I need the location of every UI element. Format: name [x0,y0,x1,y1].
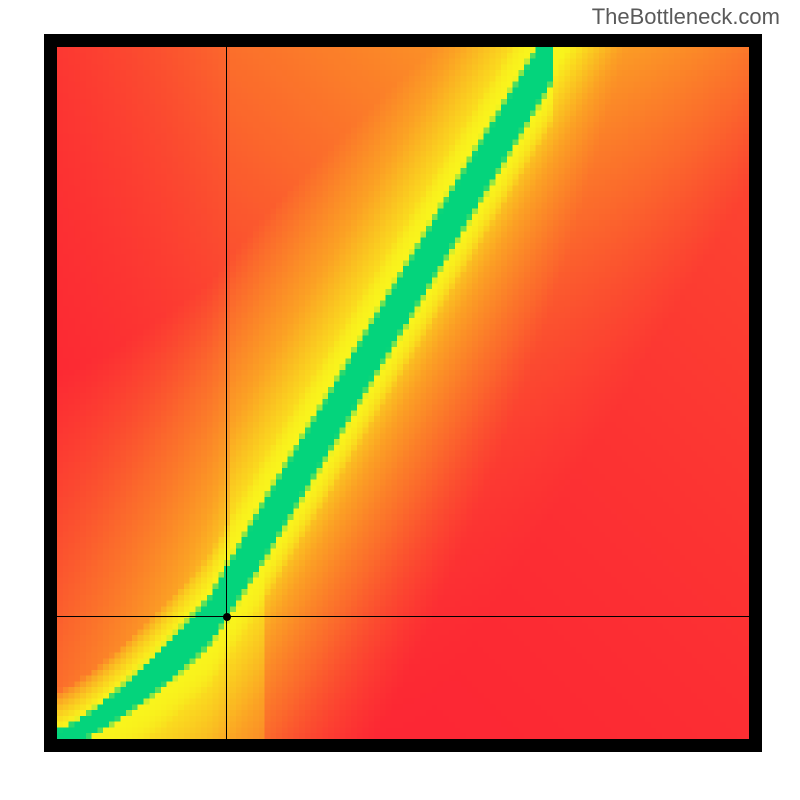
watermark-text: TheBottleneck.com [592,4,780,30]
chart-container: TheBottleneck.com [0,0,800,800]
heatmap-canvas [57,47,749,739]
crosshair-vertical [226,47,227,739]
crosshair-horizontal [57,616,749,617]
crosshair-dot [223,613,231,621]
